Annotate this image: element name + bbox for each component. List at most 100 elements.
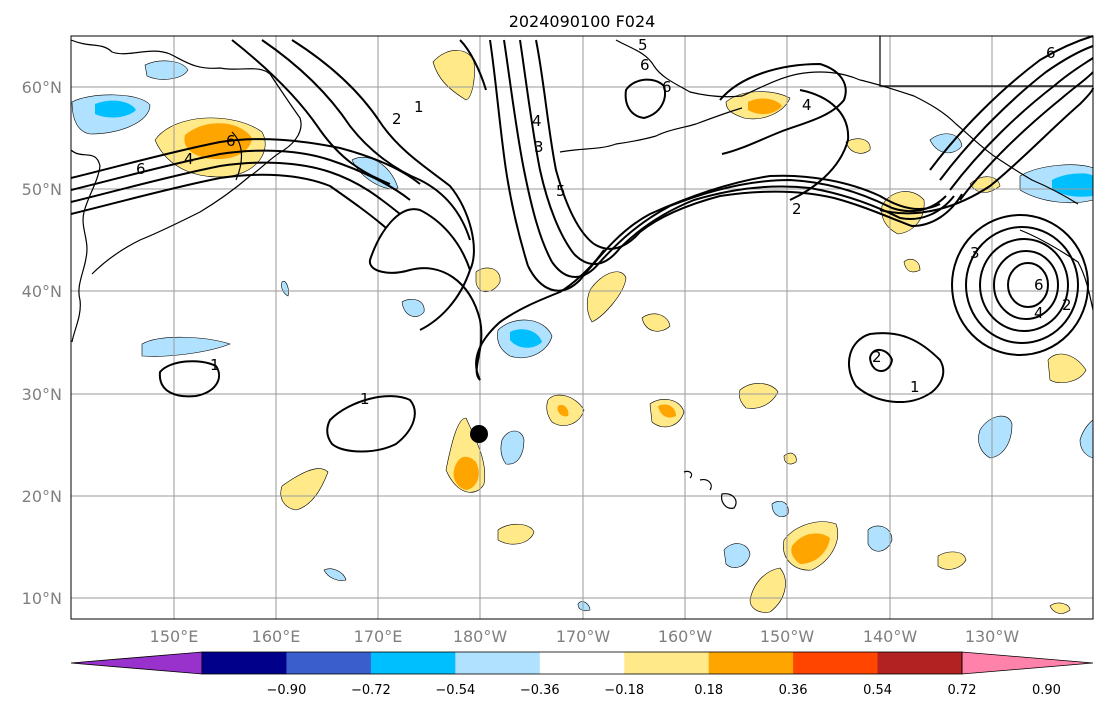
- lat-label: 10°N: [22, 589, 62, 608]
- negative-patch: [351, 157, 399, 190]
- lon-label: 160°W: [658, 627, 713, 646]
- shaded-anomalies: [71, 50, 1094, 614]
- contour-label: 1: [360, 390, 370, 408]
- positive-core: [557, 404, 569, 417]
- contour-label: 5: [556, 182, 566, 200]
- colorbar-tick-label: −0.54: [435, 683, 475, 698]
- negative-core: [1052, 173, 1093, 197]
- colorbar-segment: [539, 652, 625, 674]
- lon-label: 130°W: [965, 627, 1020, 646]
- negative-core: [510, 329, 542, 348]
- storm-position-marker: [470, 425, 488, 443]
- negative-patch: [281, 280, 289, 297]
- negative-core: [95, 100, 136, 118]
- negative-patch: [401, 299, 425, 317]
- lon-label: 150°E: [150, 627, 199, 646]
- colorbar-tick-label: 0.36: [779, 683, 808, 698]
- lon-label: 170°W: [556, 627, 611, 646]
- contour-label: 4: [1034, 304, 1044, 322]
- colorbar-segment: [877, 652, 963, 674]
- contour-label: 2: [1062, 296, 1072, 314]
- latitude-labels: 60°N 50°N 40°N 30°N 20°N 10°N: [22, 78, 62, 608]
- contour-label: 6: [1046, 44, 1056, 62]
- lon-label: 170°E: [354, 627, 403, 646]
- coastlines: [70, 36, 1094, 509]
- positive-patch: [497, 523, 535, 545]
- colorbar-segment: [286, 652, 372, 674]
- contour-label: 1: [910, 378, 920, 396]
- contour-label: 4: [802, 96, 812, 114]
- colorbar-labels: −0.90 −0.72 −0.54 −0.36 −0.18 0.18 0.36 0.54 0.7…: [267, 683, 1061, 698]
- lon-label: 180°W: [453, 627, 508, 646]
- contour-label: 4: [532, 112, 542, 130]
- low-contour: [951, 214, 1089, 356]
- graticule: [71, 36, 1093, 619]
- contour-label: 6: [640, 56, 650, 74]
- colorbar-segment: [624, 652, 710, 674]
- positive-patch: [903, 258, 921, 273]
- negative-patch: [500, 430, 525, 465]
- contour-label: 6: [226, 132, 236, 150]
- contour-label: 1: [210, 356, 220, 374]
- positive-patch: [749, 567, 786, 613]
- positive-patch: [845, 138, 871, 154]
- colorbar-tick-label: −0.18: [604, 683, 644, 698]
- contour-label: 5: [638, 36, 648, 54]
- map-area: 6 4 2 1 6 5 3 4 5 2 6 4 6 6 3 1 1 2 1 6 …: [70, 35, 1094, 620]
- negative-patch: [144, 60, 189, 80]
- negative-patch: [867, 525, 893, 552]
- positive-patch: [783, 452, 797, 465]
- lat-label: 40°N: [22, 282, 62, 301]
- contour-labels: 6 4 2 1 6 5 3 4 5 2 6 4 6 6 3 1 1 2 1 6 …: [136, 36, 1072, 408]
- colorbar-tick-label: 0.90: [1032, 683, 1061, 698]
- lon-label: 140°W: [863, 627, 918, 646]
- contour-lines: [70, 35, 1094, 453]
- map-frame: [70, 35, 1094, 620]
- lat-label: 20°N: [22, 487, 62, 506]
- colorbar-frame: [201, 651, 963, 675]
- contour-label: 3: [534, 138, 544, 156]
- positive-core: [184, 123, 252, 160]
- colorbar-tick-label: −0.72: [351, 683, 391, 698]
- lat-label: 30°N: [22, 385, 62, 404]
- colorbar-segment: [793, 652, 879, 674]
- negative-patch: [577, 601, 591, 612]
- positive-patch: [475, 267, 501, 293]
- colorbar-segment: [455, 652, 541, 674]
- colorbar-tick-label: −0.90: [267, 683, 307, 698]
- positive-patch: [738, 383, 779, 409]
- contour-label: 2: [872, 348, 882, 366]
- positive-core: [658, 404, 676, 418]
- contour-label: 6: [1034, 276, 1044, 294]
- contour-label: 4: [184, 150, 194, 168]
- colorbar: [70, 651, 1094, 675]
- contour-label: 2: [392, 110, 402, 128]
- positive-patch: [586, 271, 627, 323]
- positive-core: [748, 98, 782, 115]
- colorbar-tick-label: −0.36: [520, 683, 560, 698]
- lat-label: 60°N: [22, 78, 62, 97]
- colorbar-extend-low: [70, 651, 203, 675]
- positive-patch: [937, 551, 967, 570]
- longitude-labels: 150°E 160°E 170°E 180°W 170°W 160°W 150°…: [150, 627, 1020, 646]
- colorbar-extend-high: [961, 651, 1094, 675]
- colorbar-segment: [708, 652, 794, 674]
- negative-patch: [323, 568, 347, 581]
- colorbar-tick-label: 0.54: [863, 683, 892, 698]
- colorbar-segment: [202, 652, 287, 674]
- colorbar-tick-label: 0.72: [948, 683, 977, 698]
- contour-label: 6: [136, 160, 146, 178]
- lon-label: 160°E: [252, 627, 301, 646]
- negative-patch: [141, 336, 231, 357]
- map-title: 2024090100 F024: [509, 12, 656, 31]
- contour-label: 2: [792, 200, 802, 218]
- colorbar-tick-label: 0.18: [694, 683, 723, 698]
- lon-label: 150°W: [760, 627, 815, 646]
- contour-label: 3: [970, 244, 980, 262]
- negative-patch: [771, 501, 789, 517]
- lat-label: 50°N: [22, 180, 62, 199]
- positive-patch: [1047, 353, 1087, 383]
- negative-patch: [929, 133, 963, 154]
- positive-patch: [1049, 602, 1071, 614]
